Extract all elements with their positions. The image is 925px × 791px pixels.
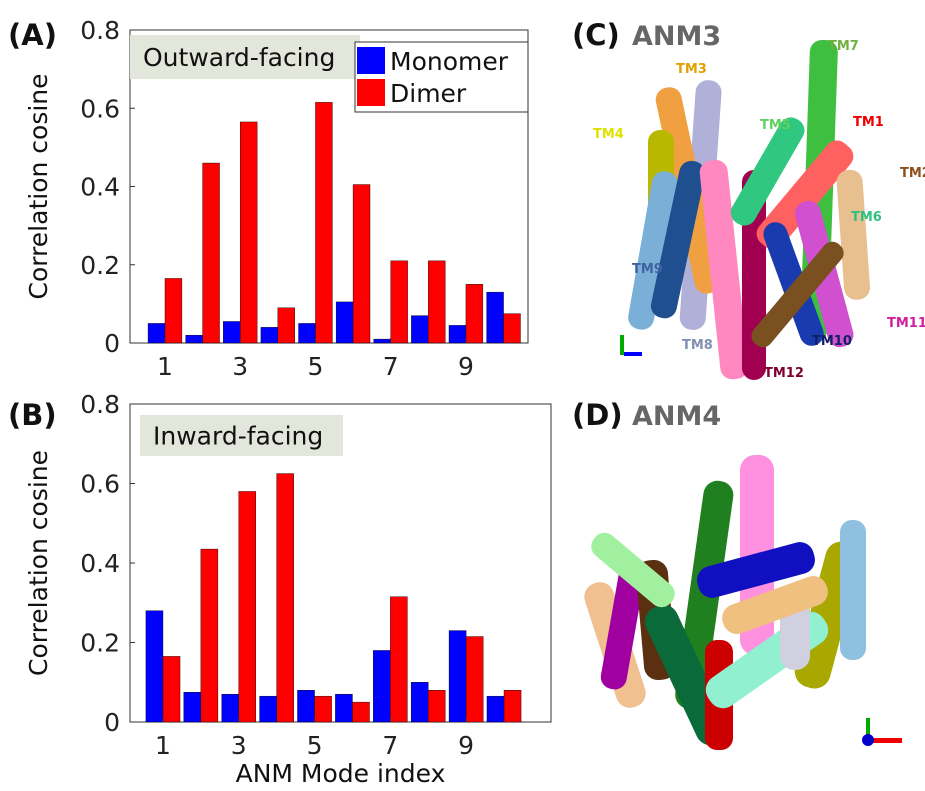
helix-label: TM9	[632, 262, 663, 277]
y-tick-label: 0.6	[80, 94, 120, 123]
bar	[184, 692, 201, 722]
bar	[428, 261, 445, 343]
bar	[374, 339, 391, 343]
y-tick-label: 0.2	[80, 629, 120, 658]
x-tick-label: 7	[383, 352, 399, 381]
bar	[240, 122, 257, 343]
annotation: Outward-facing	[143, 43, 335, 72]
y-tick-label: 0.8	[80, 390, 120, 419]
chart: Inward-facing 0 0.2 0.4 0.6 0.8 1 3 5 7 9 Correlati…	[8, 390, 551, 788]
x-tick-label: 3	[232, 352, 248, 381]
bar	[148, 323, 165, 343]
helix-label: TM8	[682, 338, 713, 353]
panel-d: (D) ANM4	[572, 398, 902, 750]
panel-label: (C)	[572, 18, 620, 52]
x-tick-label: 5	[308, 352, 324, 381]
bar	[299, 323, 316, 343]
bar	[336, 302, 353, 343]
y-tick-label: 0.6	[80, 470, 120, 499]
y-tick-label: 0.2	[80, 251, 120, 280]
y-tick-label: 0	[104, 708, 120, 737]
bar	[411, 682, 428, 722]
bar	[222, 694, 239, 722]
figure: (C) ANM3 TM7 TM3 TM4 TM5 TM1 TM2 TM6 T	[0, 0, 925, 791]
bar	[315, 102, 332, 343]
bar	[186, 335, 203, 343]
x-tick-label: 5	[307, 731, 323, 760]
helix-label: TM7	[828, 39, 859, 54]
bar	[260, 696, 277, 722]
panel-label: (A)	[8, 18, 57, 52]
protein-c: TM7 TM3 TM4 TM5 TM1 TM2 TM6 TM9 TM11 TM8…	[593, 39, 925, 381]
legend-label: Dimer	[390, 79, 467, 108]
x-tick-label: 7	[382, 731, 398, 760]
bar	[223, 321, 240, 343]
bar	[239, 491, 256, 722]
chart: Outward-facing 0 0.2 0.4 0.6 0.8 1 3 5 7 9 Correlat…	[8, 16, 528, 381]
helix-label: TM1	[853, 115, 884, 130]
panel-label: (B)	[8, 398, 57, 432]
bar	[487, 696, 504, 722]
x-tick-label: 3	[231, 731, 247, 760]
y-tick-label: 0.4	[80, 173, 120, 202]
helix-label: TM2	[900, 166, 925, 181]
x-axis-label: ANM Mode index	[236, 759, 446, 788]
protein-d	[581, 455, 902, 750]
bar	[201, 549, 218, 722]
bar	[277, 474, 294, 722]
bar	[335, 694, 352, 722]
helix-label: TM5	[760, 118, 791, 133]
annotation: Inward-facing	[153, 422, 323, 451]
y-axis-label: Correlation cosine	[24, 73, 53, 299]
bar	[315, 696, 332, 722]
bar	[466, 284, 483, 343]
legend-label: Monomer	[390, 47, 509, 76]
bar	[504, 314, 521, 343]
y-axis-label: Correlation cosine	[24, 450, 53, 676]
y-tick-label: 0	[104, 329, 120, 358]
y-tick-label: 0.4	[80, 549, 120, 578]
panel-c: (C) ANM3 TM7 TM3 TM4 TM5 TM1 TM2 TM6 T	[572, 18, 925, 381]
panel-title: ANM4	[632, 401, 721, 432]
bar	[163, 656, 180, 722]
panel-label: (D)	[572, 398, 623, 432]
bar	[466, 637, 483, 722]
bar	[278, 308, 295, 343]
legend-swatch	[357, 79, 385, 106]
bar	[353, 185, 370, 343]
helix-label: TM3	[676, 62, 707, 77]
helix-label: TM12	[764, 366, 804, 381]
legend-swatch	[357, 47, 385, 74]
bar	[487, 292, 504, 343]
helix-label: TM10	[812, 334, 852, 349]
bar	[390, 597, 407, 722]
panel-title: ANM3	[632, 21, 721, 52]
bar	[449, 325, 466, 343]
helix-label: TM11	[887, 316, 925, 331]
x-tick-label: 1	[157, 352, 173, 381]
bar	[352, 702, 369, 722]
helix-label: TM6	[851, 210, 882, 225]
bar	[449, 631, 466, 722]
bar	[391, 261, 408, 343]
x-tick-label: 9	[458, 352, 474, 381]
bar	[428, 690, 445, 722]
bar	[261, 327, 278, 343]
bar	[203, 163, 220, 343]
helix-label: TM4	[593, 127, 624, 142]
x-tick-label: 9	[458, 731, 474, 760]
bar	[411, 316, 428, 343]
y-tick-label: 0.8	[80, 16, 120, 45]
x-tick-label: 1	[155, 731, 171, 760]
bar	[165, 278, 182, 343]
bar	[373, 650, 390, 722]
bar	[504, 690, 521, 722]
bar	[297, 690, 314, 722]
bar	[146, 611, 163, 722]
